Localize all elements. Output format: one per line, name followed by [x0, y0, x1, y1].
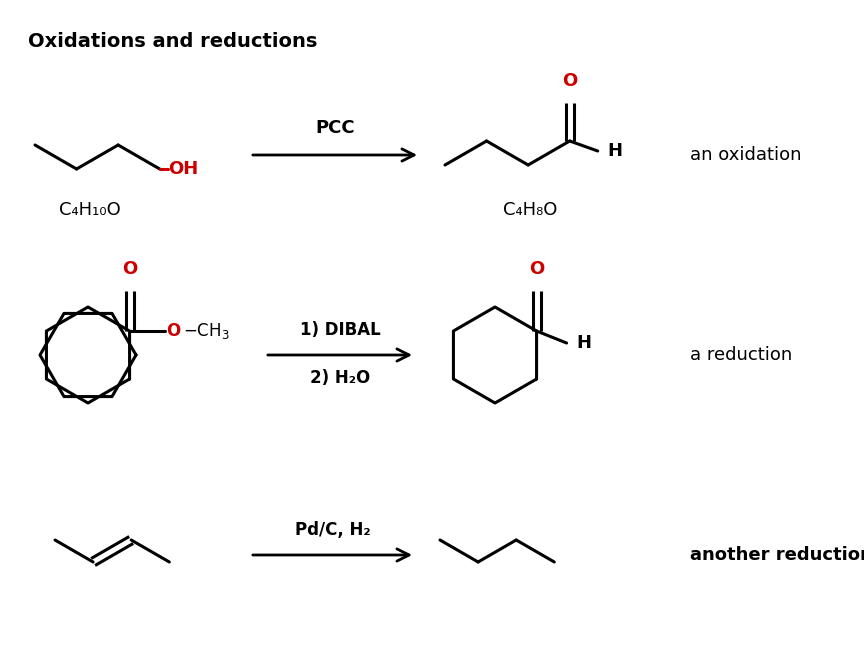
Text: another reduction: another reduction [690, 546, 864, 564]
Text: PCC: PCC [315, 119, 355, 137]
Text: O: O [529, 260, 544, 278]
Text: O: O [562, 72, 577, 90]
Text: Pd/C, H₂: Pd/C, H₂ [295, 521, 371, 539]
Text: an oxidation: an oxidation [690, 146, 802, 164]
Text: a reduction: a reduction [690, 346, 792, 364]
Text: $-$CH$_3$: $-$CH$_3$ [182, 321, 229, 341]
Text: OH: OH [168, 160, 198, 178]
Text: 2) H₂O: 2) H₂O [310, 369, 370, 387]
Text: 1) DIBAL: 1) DIBAL [300, 321, 380, 339]
Text: Oxidations and reductions: Oxidations and reductions [28, 32, 317, 51]
Text: O: O [167, 322, 181, 340]
Text: C₄H₈O: C₄H₈O [503, 201, 557, 219]
Text: C₄H₁₀O: C₄H₁₀O [59, 201, 121, 219]
Text: H: H [607, 142, 623, 160]
Text: O: O [122, 260, 137, 278]
Text: H: H [576, 334, 592, 352]
